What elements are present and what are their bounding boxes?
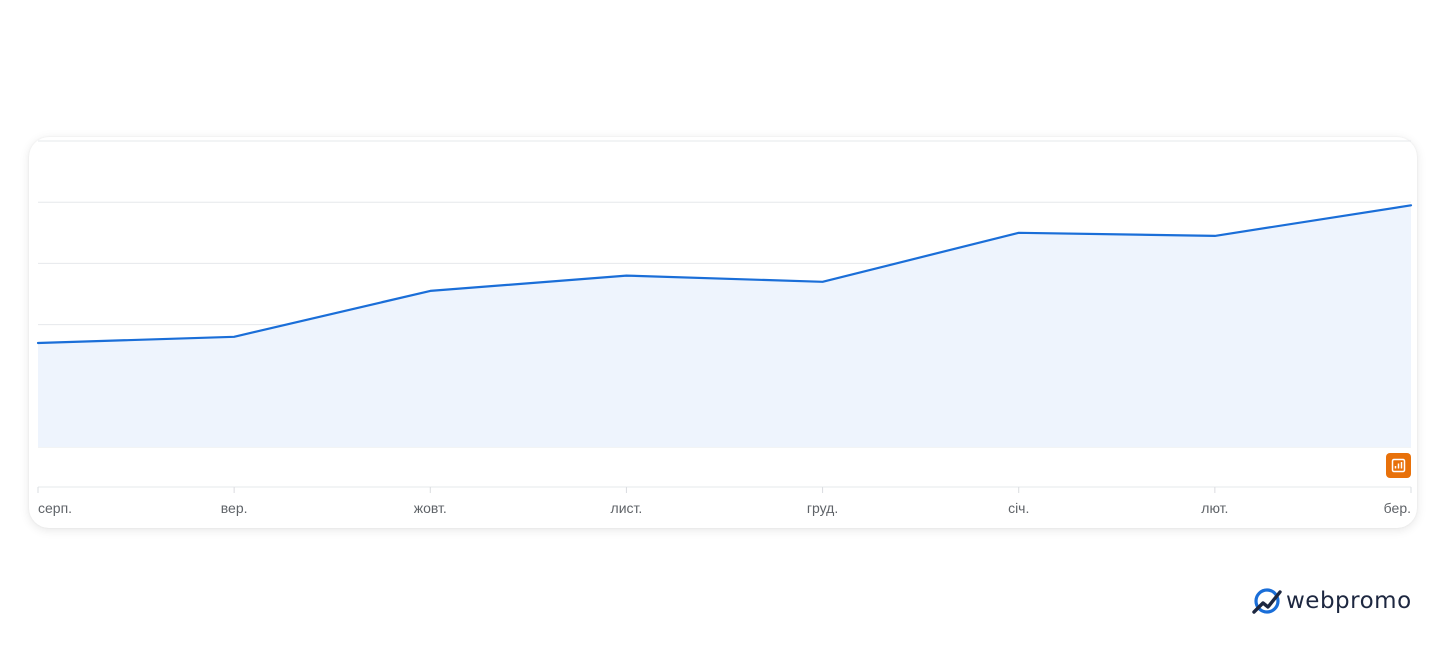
webpromo-logo-icon [1252, 588, 1282, 614]
x-axis: серп. вер. жовт. лист. груд. січ. лют. бер. [37, 486, 1412, 516]
x-tick-label: лист. [611, 500, 643, 516]
x-tick-label: січ. [1008, 500, 1029, 516]
brand-name: webpromo [1286, 587, 1412, 614]
x-tick-label: серп. [38, 500, 72, 516]
x-tick-label: лют. [1201, 500, 1228, 516]
area-fill-group [38, 205, 1411, 447]
x-tick-label: бер. [1384, 500, 1411, 516]
webpromo-logo: webpromo [1251, 584, 1412, 618]
x-tick-label: вер. [221, 500, 248, 516]
series-line [36, 204, 1413, 345]
x-tick-label: груд. [807, 500, 838, 516]
bar-chart-icon [1391, 458, 1406, 473]
series-line-group [36, 204, 1413, 345]
series-area [38, 205, 1411, 447]
insights-badge[interactable] [1386, 453, 1411, 478]
x-tick-label: жовт. [414, 500, 447, 516]
